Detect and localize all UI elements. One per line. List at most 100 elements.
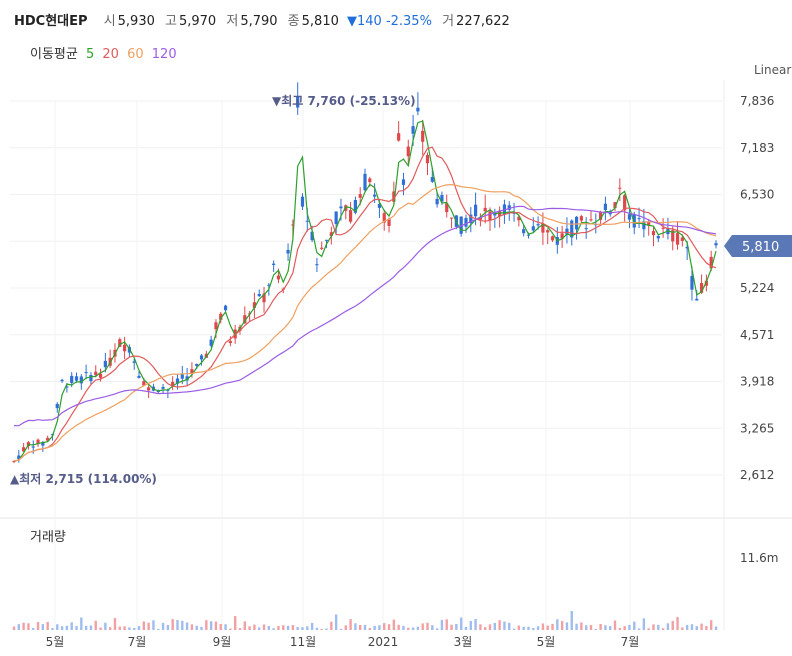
candle-body xyxy=(651,231,656,236)
volume-bar xyxy=(690,624,694,630)
volume-bar xyxy=(392,619,396,630)
candle-body xyxy=(618,187,622,189)
candle-body xyxy=(286,249,290,254)
candle-body xyxy=(517,216,521,221)
volume-bar xyxy=(455,623,458,630)
volume-bar xyxy=(445,619,448,630)
volume-bar xyxy=(565,622,569,630)
volume-bar xyxy=(75,626,78,630)
open-label: 시 xyxy=(103,14,116,29)
volume-bar xyxy=(387,624,391,630)
volume-bar xyxy=(128,627,131,630)
volume-bar xyxy=(402,625,405,630)
x-tick-label: 3월 xyxy=(454,635,473,649)
volume-bar xyxy=(166,625,170,630)
volume-bar xyxy=(286,625,290,630)
volume-bar xyxy=(613,620,617,630)
candle-body xyxy=(546,230,550,233)
candle-body xyxy=(565,228,569,235)
candle-body xyxy=(699,283,704,293)
candle-body xyxy=(65,386,69,388)
candle-body xyxy=(464,217,468,227)
volume-bar xyxy=(464,626,468,630)
candle-body xyxy=(430,177,434,182)
candle-body xyxy=(161,387,165,389)
candle-body xyxy=(36,439,40,445)
candle-body xyxy=(195,363,199,366)
ma-20: 20 xyxy=(102,47,119,62)
volume-bar xyxy=(224,624,227,630)
volume-bar xyxy=(17,624,21,630)
candle-body xyxy=(488,211,492,221)
volume-bar xyxy=(541,623,545,630)
volume-bar xyxy=(233,616,237,630)
volume-bar xyxy=(12,626,16,630)
volume-bar xyxy=(56,624,59,630)
volume-bar xyxy=(532,628,535,630)
volume-bar xyxy=(503,621,506,630)
volume-bar xyxy=(512,628,516,630)
candle-body xyxy=(449,217,454,219)
candle-body xyxy=(368,178,372,183)
candle-body xyxy=(411,126,415,134)
candle-body xyxy=(714,243,718,246)
candle-body xyxy=(118,339,122,347)
ma-label: 이동평균 xyxy=(30,47,78,62)
volume-bar xyxy=(200,626,203,630)
volume-bar xyxy=(161,622,165,630)
volume-bar xyxy=(493,622,497,630)
volume-bar xyxy=(104,622,107,630)
volume-bar xyxy=(262,624,266,630)
candle-body xyxy=(642,221,646,230)
volume-bar xyxy=(344,625,347,630)
candle-body xyxy=(570,220,574,238)
y-tick-label: 3,918 xyxy=(740,375,774,389)
candle-body xyxy=(478,217,482,220)
candle-body xyxy=(252,302,257,308)
volume-bar xyxy=(589,625,593,630)
candle-body xyxy=(440,195,444,202)
candle-body xyxy=(228,341,232,344)
x-tick-label: 9월 xyxy=(213,635,232,649)
volume-bar xyxy=(339,628,343,630)
candle-body xyxy=(675,233,680,245)
candle-body xyxy=(137,375,141,378)
volume-bar xyxy=(315,627,319,630)
x-tick-label: 5월 xyxy=(46,635,65,649)
volume-bar xyxy=(171,619,174,630)
volume-bar xyxy=(484,627,487,630)
ma-20-line xyxy=(13,146,717,462)
candle-body xyxy=(122,344,127,352)
price-header: HDC현대EP 시 5,930 고 5,970 저 5,790 종 5,810 ▼140… xyxy=(14,10,510,29)
moving-average-legend[interactable]: 이동평균 5 20 60 120 xyxy=(30,43,177,62)
candle-body xyxy=(469,214,473,223)
candle-body xyxy=(627,214,632,220)
x-tick-label: 5월 xyxy=(537,635,556,649)
candle-body xyxy=(392,191,396,202)
candle-body xyxy=(613,202,617,209)
volume-bar xyxy=(373,625,376,630)
scale-mode-toggle[interactable]: Linear xyxy=(754,63,792,77)
candle-body xyxy=(185,376,189,381)
volume-bar xyxy=(709,620,713,630)
volume-bar xyxy=(27,623,30,630)
candle-body xyxy=(671,230,675,242)
volume-bar xyxy=(137,626,141,630)
candle-body xyxy=(22,447,26,452)
volume-bar xyxy=(358,624,362,630)
volume-bar xyxy=(301,627,304,630)
volume-bar xyxy=(431,625,434,630)
volume-bar xyxy=(546,625,549,630)
volume-bar xyxy=(474,618,477,630)
volume-bar xyxy=(219,624,222,630)
volume-bar xyxy=(99,627,102,630)
volume-bar xyxy=(349,619,352,630)
candle-body xyxy=(599,212,603,220)
volume-bar xyxy=(310,622,314,630)
candle-body xyxy=(310,231,314,241)
volume-bar xyxy=(522,626,525,630)
volume-bar xyxy=(657,624,660,630)
volume-bar xyxy=(488,624,492,630)
volume-bar xyxy=(652,624,655,630)
